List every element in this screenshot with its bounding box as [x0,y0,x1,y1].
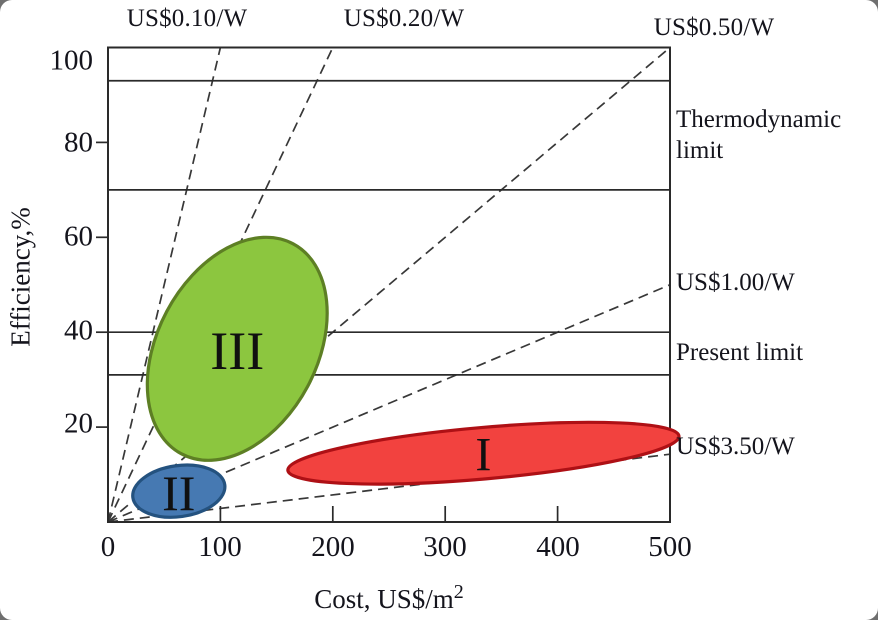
x-tick-label-500: 500 [648,531,692,563]
thermodynamic-limit-label-line1: Thermodynamic [676,106,842,133]
third-generation-region [145,235,329,462]
x-axis-title-base: Cost, US$/m [314,584,454,614]
y-tick-label-60: 60 [64,220,93,253]
y-tick-label-100: 100 [49,44,94,77]
present-limit-label: Present limit [676,339,804,366]
second-generation-region [131,463,227,519]
y-axis-title: Efficiency,% [5,207,36,347]
x-tick-label-200: 200 [311,531,355,563]
thermodynamic-limit-label: Thermodynamic limit [676,104,841,166]
x-axis-title: Cost, US$/m2 [314,581,464,615]
y-tick-label-40: 40 [64,314,93,347]
plot-frame [107,46,671,523]
y-tick-label-20: 20 [64,407,93,440]
cost-per-watt-label-0_20: US$0.20/W [343,5,465,32]
x-axis-title-superscript: 2 [453,581,464,603]
cost-per-watt-label-1_00: US$1.00/W [676,269,795,296]
x-tick-label-400: 400 [536,531,580,563]
cost-per-watt-label-3_50: US$3.50/W [676,433,795,460]
cost-per-watt-label-0_10: US$0.10/W [126,5,248,32]
cost-per-watt-line-0 [107,47,222,523]
x-tick-label-0: 0 [100,531,116,563]
thermodynamic-limit-label-line2: limit [676,137,724,164]
x-tick-label-300: 300 [423,531,467,563]
third-generation-label: III [210,321,264,381]
first-generation-label: I [475,429,491,482]
cost-per-watt-line-2 [107,46,671,523]
y-tick-label-80: 80 [64,126,93,159]
x-tick-label-100: 100 [198,531,242,563]
second-generation-label: II [162,465,195,521]
cost-per-watt-label-0_50: US$0.50/W [653,14,775,41]
